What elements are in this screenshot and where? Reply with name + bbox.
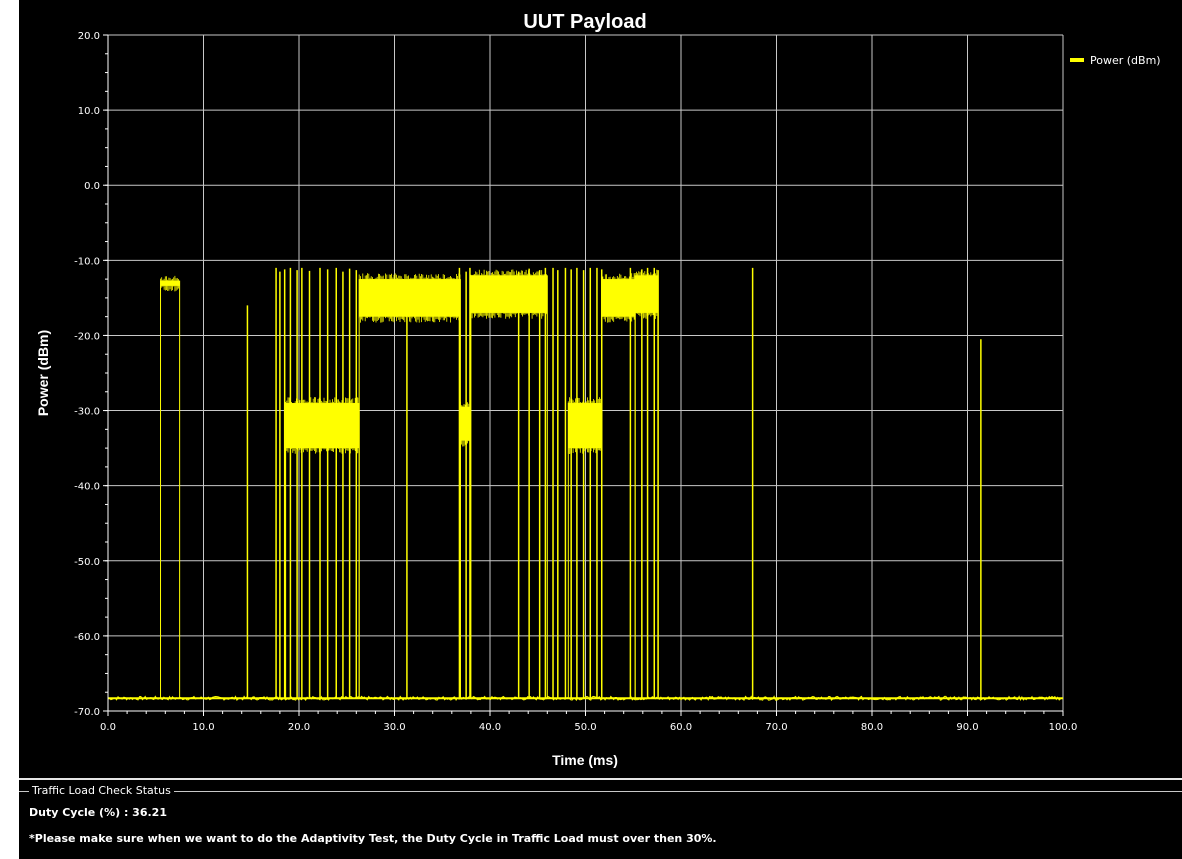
chart-title: UUT Payload (523, 11, 646, 33)
x-axis-title: Time (ms) (552, 752, 618, 768)
x-tick-label: 50.0 (574, 722, 596, 733)
series-layer (107, 267, 1063, 701)
y-tick-label: 10.0 (78, 106, 100, 117)
y-tick-label: -30.0 (74, 407, 100, 418)
y-tick-label: -50.0 (74, 557, 100, 568)
x-tick-label: 60.0 (670, 722, 692, 733)
series-noise-trace (107, 695, 1063, 701)
x-tick-label: 30.0 (383, 722, 405, 733)
legend-label-power: Power (dBm) (1090, 54, 1161, 67)
y-tick-label: -60.0 (74, 632, 100, 643)
traffic-load-status-panel: Traffic Load Check Status Duty Cycle (%)… (19, 778, 1182, 859)
chart-panel: 0.0 10.0 20.0 30.0 40.0 50.0 60.0 70.0 80.0 90.0 1… (19, 0, 1182, 778)
chart-legend[interactable]: Power (dBm) (1070, 54, 1161, 67)
y-tick-label: -70.0 (74, 707, 100, 718)
axis-layer: 0.0 10.0 20.0 30.0 40.0 50.0 60.0 70.0 80.0 90.0 1… (74, 31, 1077, 733)
power-chart: 0.0 10.0 20.0 30.0 40.0 50.0 60.0 70.0 80.0 90.0 1… (35, 11, 1161, 768)
y-tick-label: -40.0 (74, 482, 100, 493)
x-tick-label: 100.0 (1049, 722, 1078, 733)
x-tick-label: 0.0 (100, 722, 116, 733)
legend-swatch (1070, 58, 1084, 62)
y-axis-title: Power (dBm) (35, 330, 51, 416)
y-tick-label: 20.0 (78, 31, 100, 42)
grid-layer (107, 34, 1064, 712)
x-tick-label: 20.0 (288, 722, 310, 733)
x-tick-label: 40.0 (479, 722, 501, 733)
status-group-title: Traffic Load Check Status (29, 784, 174, 798)
y-tick-label: 0.0 (84, 181, 100, 192)
status-group-border (19, 791, 1182, 792)
y-tick-label: -10.0 (74, 256, 100, 267)
adaptivity-note: *Please make sure when we want to do the… (29, 832, 717, 845)
duty-cycle-readout: Duty Cycle (%) : 36.21 (29, 806, 167, 819)
x-tick-label: 90.0 (956, 722, 978, 733)
app-window: 0.0 10.0 20.0 30.0 40.0 50.0 60.0 70.0 80.0 90.0 1… (19, 0, 1182, 859)
x-tick-label: 70.0 (765, 722, 787, 733)
x-tick-label: 10.0 (192, 722, 214, 733)
y-tick-label: -20.0 (74, 331, 100, 342)
x-tick-label: 80.0 (861, 722, 883, 733)
